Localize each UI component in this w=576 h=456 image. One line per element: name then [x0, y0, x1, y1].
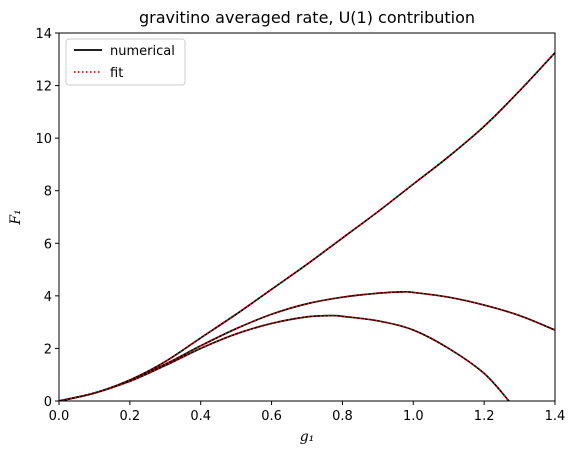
y-tick-label: 0	[44, 395, 52, 410]
y-tick-label: 12	[35, 80, 52, 95]
x-tick-label: 0.6	[261, 409, 282, 424]
legend: numerical fit	[65, 38, 186, 86]
x-axis-ticks: 0.0 0.2 0.4 0.6 0.8 1.0 1.2 1.4	[49, 401, 566, 424]
numerical-curve-1	[59, 52, 555, 401]
plot-area	[58, 32, 556, 402]
legend-label-numerical: numerical	[110, 44, 175, 59]
fit-curve-1	[59, 52, 555, 401]
x-tick-label: 0.8	[332, 409, 353, 424]
x-tick-label: 1.4	[545, 409, 566, 424]
fit-curve-2	[59, 291, 555, 401]
y-tick-label: 8	[44, 185, 52, 200]
y-axis-label: F₁	[8, 209, 24, 225]
numerical-curve-2	[59, 290, 555, 401]
y-tick-label: 10	[35, 132, 52, 147]
x-tick-label: 1.0	[403, 409, 424, 424]
numerical-curve-3	[59, 314, 510, 401]
y-tick-label: 6	[44, 237, 52, 252]
fit-curve-3	[59, 314, 510, 401]
y-tick-label: 2	[44, 342, 52, 357]
x-tick-label: 0.4	[190, 409, 211, 424]
x-tick-label: 0.2	[120, 409, 141, 424]
legend-label-fit: fit	[110, 66, 123, 81]
curves	[59, 52, 555, 401]
plot-frame	[58, 32, 556, 402]
y-axis-ticks: 0 2 4 6 8 10 12 14	[35, 27, 59, 410]
y-tick-label: 14	[35, 27, 52, 42]
x-tick-label: 0.0	[49, 409, 70, 424]
y-tick-label: 4	[44, 290, 52, 305]
x-tick-label: 1.2	[474, 409, 495, 424]
chart-title: gravitino averaged rate, U(1) contributi…	[139, 8, 475, 27]
x-axis-label: g₁	[300, 429, 315, 445]
